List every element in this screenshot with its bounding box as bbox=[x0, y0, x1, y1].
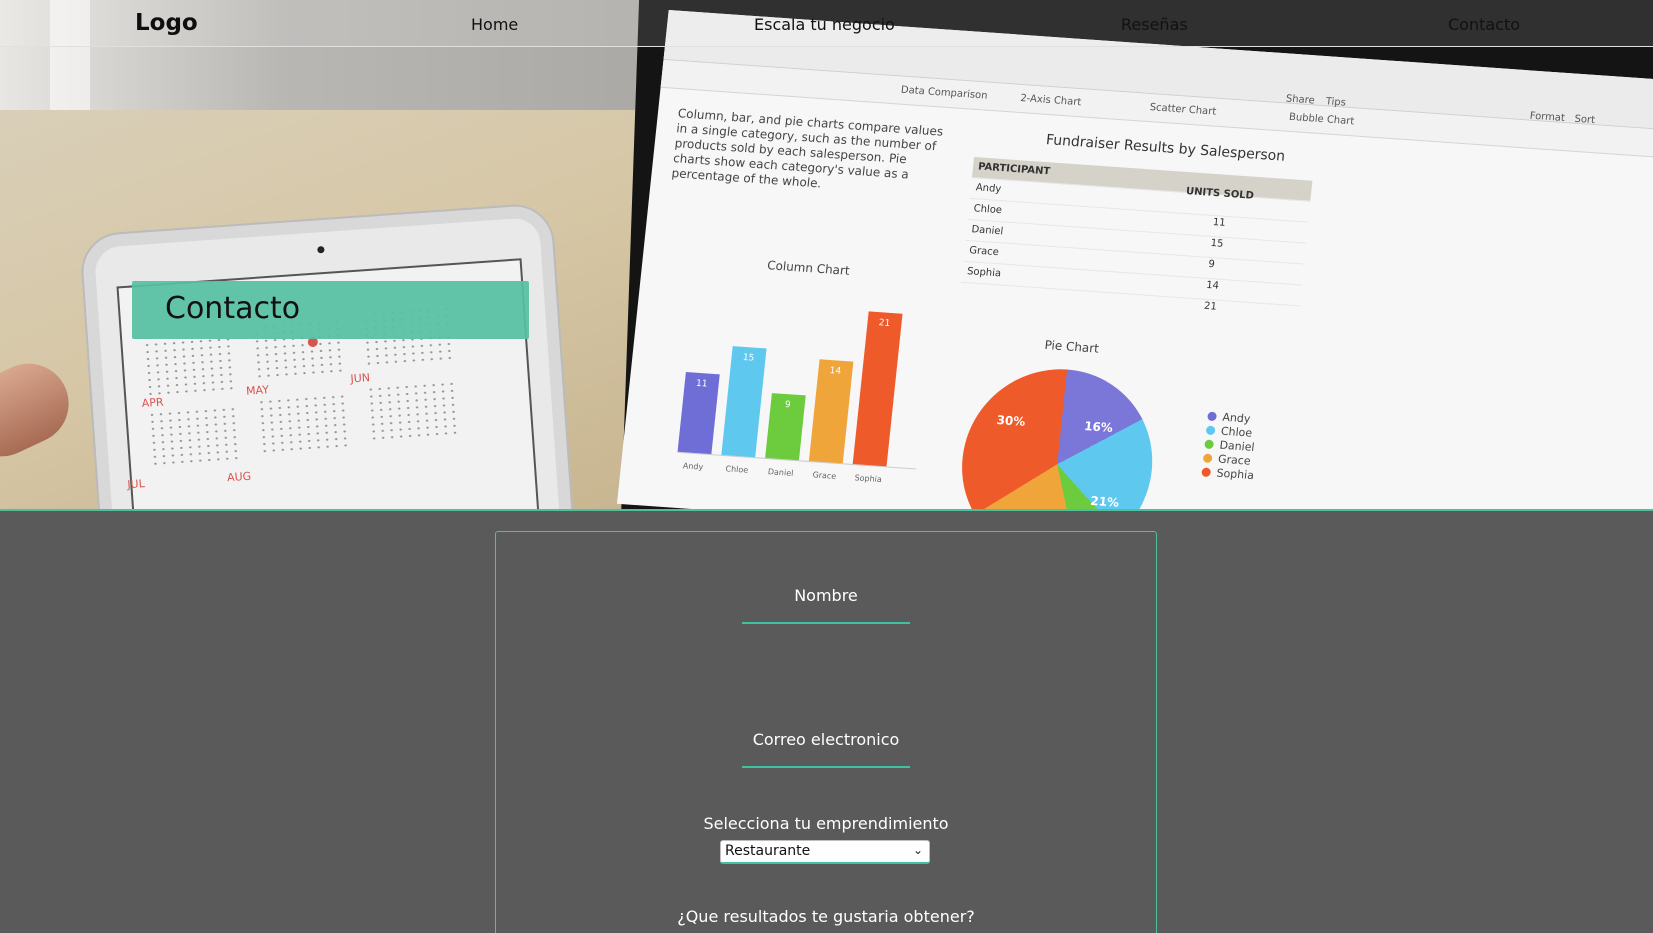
business-select-value: Restaurante bbox=[725, 843, 811, 859]
column-bar: 11 bbox=[677, 371, 720, 455]
nav-link-escala[interactable]: Escala tu negocio bbox=[754, 15, 895, 34]
calendar-grid bbox=[366, 380, 460, 442]
table-header-cell: PARTICIPANT bbox=[977, 161, 1051, 178]
business-label: Selecciona tu emprendimiento bbox=[703, 814, 949, 833]
sheet-tab: Bubble Chart bbox=[1288, 111, 1355, 128]
contact-form: Nombre Correo electronico Selecciona tu … bbox=[495, 531, 1157, 933]
chevron-down-icon: ⌄ bbox=[912, 843, 923, 857]
pie-legend: Andy Chloe Daniel Grace Sophia bbox=[1201, 410, 1261, 483]
name-input[interactable] bbox=[742, 600, 910, 624]
tablet-image: APR MAY JUN JUL AUG bbox=[80, 204, 580, 509]
calendar-month: AUG bbox=[226, 469, 252, 485]
logo[interactable]: Logo bbox=[135, 10, 198, 36]
pie-label: 16% bbox=[1083, 419, 1114, 435]
column-chart-title: Column Chart bbox=[766, 258, 851, 278]
contact-section: Nombre Correo electronico Selecciona tu … bbox=[0, 509, 1653, 933]
page-title: Contacto bbox=[165, 291, 301, 326]
chart-description: Column, bar, and pie charts compare valu… bbox=[670, 106, 944, 191]
legend-label: Chloe bbox=[1220, 424, 1253, 440]
pie-label: 30% bbox=[995, 412, 1026, 429]
table-cell: Sophia bbox=[966, 266, 1002, 280]
table-cell: Andy bbox=[975, 182, 1002, 196]
legend-label: Daniel bbox=[1218, 438, 1256, 454]
nav-link-resenas[interactable]: Reseñas bbox=[1121, 15, 1188, 34]
email-input[interactable] bbox=[742, 744, 910, 768]
calendar-month: APR bbox=[141, 395, 164, 411]
legend-item: Sophia bbox=[1201, 465, 1255, 482]
pie-label: 21% bbox=[1089, 493, 1120, 509]
sheet-tab: Scatter Chart bbox=[1149, 102, 1217, 118]
column-bar: 15 bbox=[721, 346, 767, 458]
laptop-image: Share Tips Format Sort Data Comparison 2… bbox=[616, 0, 1653, 509]
table-cell: 21 bbox=[1203, 300, 1218, 313]
table-cell: Chloe bbox=[973, 203, 1003, 217]
legend-swatch bbox=[1205, 425, 1216, 436]
table-cell: Daniel bbox=[970, 224, 1004, 238]
calendar-grid bbox=[147, 405, 241, 467]
legend-label: Andy bbox=[1221, 410, 1252, 426]
column-bar: 9 bbox=[765, 393, 806, 461]
business-select[interactable]: Restaurante ⌄ bbox=[720, 840, 930, 864]
legend-swatch bbox=[1202, 453, 1213, 464]
pie-chart-title: Pie Chart bbox=[1043, 337, 1100, 356]
column-bar-label: Chloe bbox=[725, 464, 749, 475]
sheet-tab: Data Comparison bbox=[900, 84, 989, 102]
legend-label: Grace bbox=[1217, 452, 1252, 468]
legend-label: Sophia bbox=[1215, 466, 1255, 483]
nav-link-contacto[interactable]: Contacto bbox=[1448, 15, 1521, 34]
calendar-month: JUL bbox=[126, 477, 146, 492]
legend-swatch bbox=[1204, 439, 1215, 450]
column-bar: 21 bbox=[852, 311, 903, 467]
column-chart: 11 Andy 15 Chloe 9 Daniel 14 Grace 21 Sophia bbox=[677, 293, 934, 484]
sheet-tab: 2-Axis Chart bbox=[1019, 92, 1082, 109]
table-title: Fundraiser Results by Salesperson bbox=[1045, 131, 1286, 165]
data-table: PARTICIPANT UNITS SOLD Andy 11 Chloe 15 Da… bbox=[960, 157, 1313, 313]
calendar-grid bbox=[142, 335, 237, 397]
calendar-grid bbox=[256, 392, 351, 454]
hero-banner: APR MAY JUN JUL AUG Share Tips Format So… bbox=[0, 0, 1653, 509]
calendar-month: JUN bbox=[350, 371, 371, 386]
page-title-box: Contacto bbox=[132, 281, 529, 339]
calendar-month: MAY bbox=[245, 383, 270, 398]
legend-swatch bbox=[1201, 467, 1212, 478]
column-bar-label: Andy bbox=[682, 461, 704, 472]
column-bar-label: Sophia bbox=[854, 473, 883, 485]
results-label: ¿Que resultados te gustaria obtener? bbox=[677, 907, 975, 926]
column-bar-label: Daniel bbox=[767, 467, 794, 478]
top-navbar: Logo Home Escala tu negocio Reseñas Cont… bbox=[0, 0, 1653, 47]
nav-link-home[interactable]: Home bbox=[471, 15, 519, 34]
tablet-camera bbox=[317, 245, 325, 254]
table-cell: Grace bbox=[968, 245, 1000, 259]
column-bar-label: Grace bbox=[812, 470, 837, 481]
pie-chart: 30% 16% 21% 20% bbox=[952, 362, 1162, 509]
legend-swatch bbox=[1207, 411, 1217, 422]
column-bar: 14 bbox=[808, 359, 854, 464]
laptop-screen: Share Tips Format Sort Data Comparison 2… bbox=[616, 10, 1653, 509]
